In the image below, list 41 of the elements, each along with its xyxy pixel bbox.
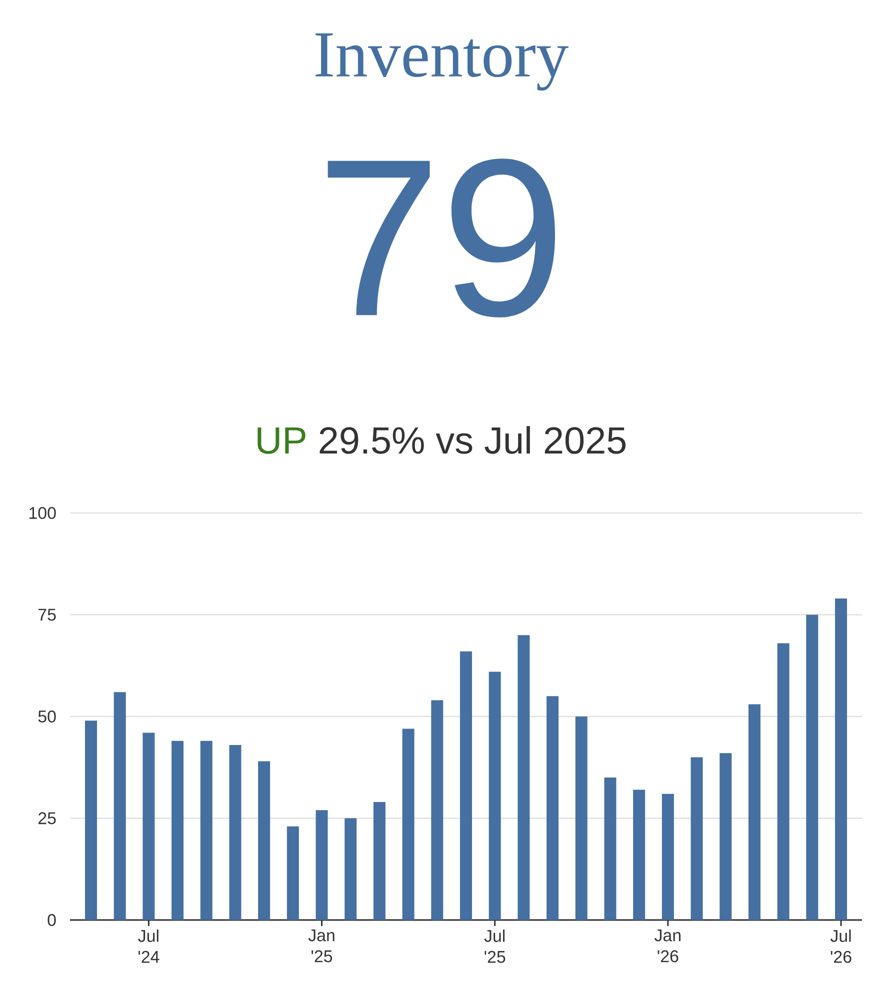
bar [604, 778, 616, 920]
bar [316, 810, 328, 920]
bar [142, 732, 155, 920]
chart-subtitle: 79 [328, 158, 556, 318]
bar [575, 716, 588, 920]
bar [431, 700, 444, 920]
bar [84, 720, 97, 920]
bar [344, 818, 357, 920]
x-tick-label: Jan '26 [654, 930, 680, 962]
bar [258, 761, 270, 920]
bar [286, 826, 299, 920]
bar [229, 744, 242, 920]
x-tick-label: Jul '24 [138, 930, 160, 963]
bar [690, 757, 703, 920]
bar [806, 614, 818, 920]
y-tick-label: 75 [38, 608, 56, 621]
bar [662, 794, 674, 920]
bar [488, 672, 501, 920]
bar [172, 740, 184, 920]
bar [633, 790, 646, 920]
bar [748, 704, 760, 920]
y-tick-label: 50 [38, 710, 56, 722]
y-tick-label: 0 [48, 914, 56, 926]
bar [720, 753, 732, 920]
y-tick-label: 100 [30, 506, 56, 519]
x-tick-label: Jan '25 [308, 930, 334, 962]
text: 29.5% vs Jul 2025 [320, 426, 626, 454]
y-tick-label: 25 [38, 812, 56, 824]
bar [546, 696, 559, 920]
bar [777, 643, 790, 920]
bar [114, 692, 126, 920]
bar [402, 728, 414, 920]
bar [200, 740, 212, 920]
x-tick-label: Jul '26 [830, 930, 852, 963]
bar [460, 651, 472, 920]
chart-title: Inventory [316, 33, 569, 91]
bar [835, 598, 848, 920]
bar [518, 635, 530, 920]
x-tick-label: Jul '25 [484, 930, 506, 963]
bar [373, 802, 386, 920]
text: UP [258, 427, 306, 454]
